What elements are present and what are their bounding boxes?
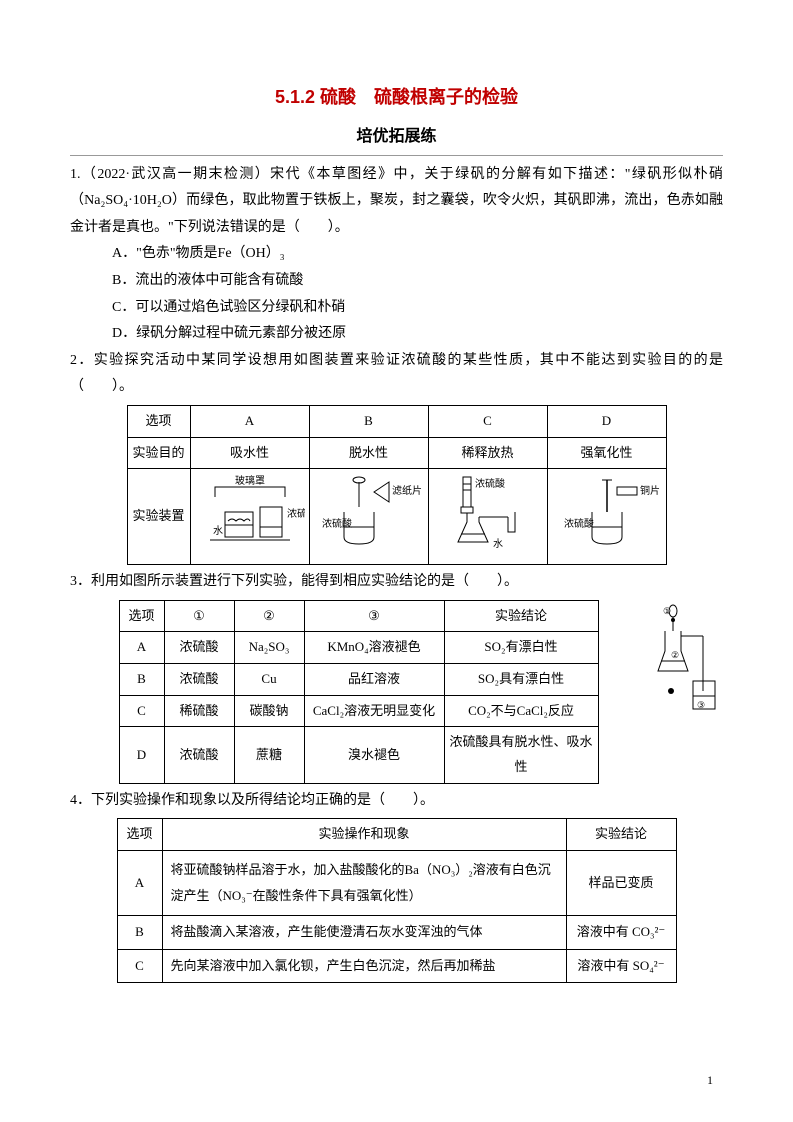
q2-table: 选项 A B C D 实验目的 吸水性 脱水性 稀释放热 强氧化性 实验装置 玻… (127, 405, 667, 565)
q3-h0: 选项 (119, 600, 164, 632)
q4-a0: A (117, 850, 162, 915)
q2-h2: B (309, 405, 428, 437)
q4-h2: 实验结论 (566, 819, 676, 851)
q3-a3: KMnO₄溶液褪色 (304, 632, 444, 664)
svg-text:浓硫酸: 浓硫酸 (287, 507, 305, 520)
q4-table: 选项 实验操作和现象 实验结论 A将亚硫酸钠样品溶于水，加入盐酸酸化的Ba（NO… (117, 818, 677, 983)
q3-c0: C (119, 695, 164, 727)
q3-c1: 稀硫酸 (164, 695, 234, 727)
q2-apparatus-d: 铜片 浓硫酸 (547, 469, 666, 565)
q2-h1: A (190, 405, 309, 437)
svg-text:水: 水 (213, 525, 223, 537)
q4-c2: 溶液中有 SO₄²⁻ (566, 949, 676, 983)
q1-stem: 1.（2022·武汉高一期末检测）宋代《本草图经》中，关于绿矾的分解有如下描述：… (70, 162, 723, 242)
q4-h0: 选项 (117, 819, 162, 851)
q1-opt-b: B．流出的液体中可能含有硫酸 (112, 268, 723, 295)
page-title: 5.1.2 硫酸 硫酸根离子的检验 (70, 80, 723, 114)
q2-apparatus-c: 浓硫酸 水 (428, 469, 547, 565)
q3-c3: CaCl₂溶液无明显变化 (304, 695, 444, 727)
q3-d4: 浓硫酸具有脱水性、吸水性 (444, 727, 598, 783)
q3-b0: B (119, 663, 164, 695)
svg-text:②: ② (671, 650, 679, 660)
page-number: 1 (707, 1069, 713, 1092)
subtitle: 培优拓展练 (70, 122, 723, 152)
q2-r1-1: 吸水性 (190, 437, 309, 469)
apparatus-c-icon: 浓硫酸 水 (433, 472, 543, 552)
q2-stem: 2．实验探究活动中某同学设想用如图装置来验证浓硫酸的某些性质，其中不能达到实验目… (70, 348, 723, 401)
q2-apparatus-a: 玻璃罩 水 浓硫酸 (190, 469, 309, 565)
q4-b2: 溶液中有 CO₃²⁻ (566, 915, 676, 949)
svg-text:铜片: 铜片 (640, 484, 660, 497)
q3-h2: ② (234, 600, 304, 632)
q3-b1: 浓硫酸 (164, 663, 234, 695)
q3-stem: 3．利用如图所示装置进行下列实验，能得到相应实验结论的是（ ）。 (70, 569, 723, 596)
q4-b1: 将盐酸滴入某溶液，产生能使澄清石灰水变浑浊的气体 (162, 915, 566, 949)
q3-c2: 碳酸钠 (234, 695, 304, 727)
q2-r1-0: 实验目的 (127, 437, 190, 469)
q3-a0: A (119, 632, 164, 664)
q3-a2: Na₂SO₃ (234, 632, 304, 664)
svg-text:玻璃罩: 玻璃罩 (235, 474, 265, 487)
svg-text:浓硫酸: 浓硫酸 (475, 477, 505, 490)
q2-r1-4: 强氧化性 (547, 437, 666, 469)
q4-a2: 样品已变质 (566, 850, 676, 915)
svg-text:①: ① (663, 606, 671, 616)
q2-h4: D (547, 405, 666, 437)
q2-r1-2: 脱水性 (309, 437, 428, 469)
svg-text:滤纸片: 滤纸片 (392, 484, 422, 497)
apparatus-d-icon: 铜片 浓硫酸 (552, 472, 662, 552)
q3-d2: 蔗糖 (234, 727, 304, 783)
q2-h0: 选项 (127, 405, 190, 437)
q2-apparatus-b: 滤纸片 浓硫酸 (309, 469, 428, 565)
q2-r2-label: 实验装置 (127, 469, 190, 565)
q3-table: 选项 ① ② ③ 实验结论 A浓硫酸Na₂SO₃KMnO₄溶液褪色SO₂有漂白性… (119, 600, 599, 784)
q4-c1: 先向某溶液中加入氯化钡，产生白色沉淀，然后再加稀盐 (162, 949, 566, 983)
svg-text:水: 水 (493, 538, 503, 550)
q3-a1: 浓硫酸 (164, 632, 234, 664)
q4-c0: C (117, 949, 162, 983)
q4-h1: 实验操作和现象 (162, 819, 566, 851)
q4-a1: 将亚硫酸钠样品溶于水，加入盐酸酸化的Ba（NO₃）₂溶液有白色沉淀产生（NO₃⁻… (162, 850, 566, 915)
q3-b2: Cu (234, 663, 304, 695)
divider (70, 155, 723, 156)
q3-d3: 溴水褪色 (304, 727, 444, 783)
q3-b3: 品红溶液 (304, 663, 444, 695)
svg-text:③: ③ (697, 700, 705, 710)
q3-c4: CO₂不与CaCl₂反应 (444, 695, 598, 727)
q3-apparatus-icon: ① ② ③ (653, 596, 723, 726)
q2-h3: C (428, 405, 547, 437)
q1-opt-a: A．"色赤"物质是Fe（OH）₃ (112, 241, 723, 268)
q4-b0: B (117, 915, 162, 949)
apparatus-b-icon: 滤纸片 浓硫酸 (314, 472, 424, 552)
q3-h4: 实验结论 (444, 600, 598, 632)
q3-h3: ③ (304, 600, 444, 632)
q1-opt-c: C．可以通过焰色试验区分绿矾和朴硝 (112, 295, 723, 322)
q3-a4: SO₂有漂白性 (444, 632, 598, 664)
q3-d1: 浓硫酸 (164, 727, 234, 783)
apparatus-a-icon: 玻璃罩 水 浓硫酸 (195, 472, 305, 552)
q3-d0: D (119, 727, 164, 783)
svg-text:浓硫酸: 浓硫酸 (564, 517, 594, 530)
q1-options: A．"色赤"物质是Fe（OH）₃ B．流出的液体中可能含有硫酸 C．可以通过焰色… (70, 241, 723, 347)
q1-opt-d: D．绿矾分解过程中硫元素部分被还原 (112, 321, 723, 348)
q3-h1: ① (164, 600, 234, 632)
svg-text:浓硫酸: 浓硫酸 (322, 517, 352, 530)
q2-r1-3: 稀释放热 (428, 437, 547, 469)
q3-b4: SO₂具有漂白性 (444, 663, 598, 695)
q4-stem: 4．下列实验操作和现象以及所得结论均正确的是（ ）。 (70, 788, 723, 815)
